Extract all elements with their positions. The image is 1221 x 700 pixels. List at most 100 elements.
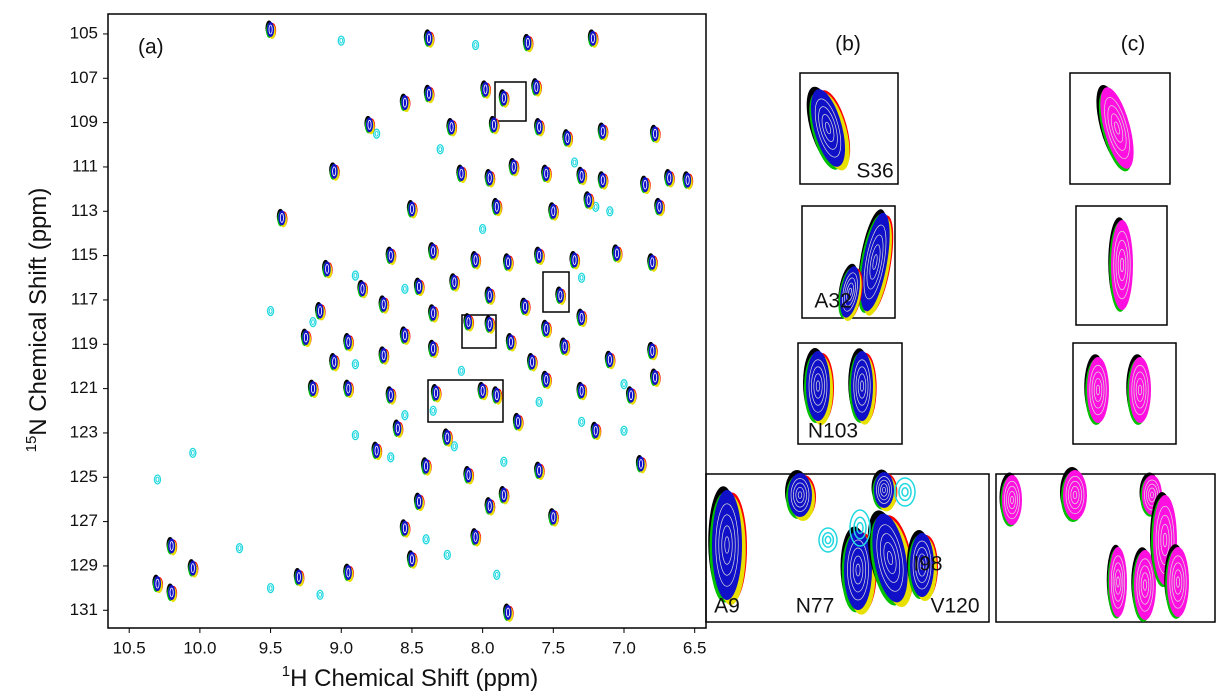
peak <box>534 461 545 481</box>
contour <box>849 509 871 547</box>
minor-peak <box>535 396 543 408</box>
contour <box>402 330 407 341</box>
peak <box>329 353 340 372</box>
contour <box>1117 248 1127 282</box>
contour <box>806 351 830 421</box>
contour <box>667 173 672 183</box>
contour <box>650 257 655 268</box>
contour <box>337 35 345 46</box>
contour <box>1114 121 1120 135</box>
contour <box>1091 371 1105 409</box>
contour <box>866 234 884 290</box>
contour <box>325 264 330 274</box>
contour <box>599 123 607 139</box>
contour <box>332 357 337 367</box>
contour <box>480 385 485 396</box>
contour <box>330 354 338 370</box>
contour <box>426 88 431 99</box>
contour <box>882 486 886 494</box>
contour <box>542 321 550 337</box>
peak <box>166 583 178 603</box>
contour <box>1142 579 1147 591</box>
contour <box>450 441 459 452</box>
peak <box>491 197 503 217</box>
peak <box>314 302 326 321</box>
contour <box>876 476 892 504</box>
panel-label: (c) <box>1121 33 1146 56</box>
peak <box>385 246 397 266</box>
peak <box>576 308 588 328</box>
contour <box>408 551 416 567</box>
contour <box>457 365 466 377</box>
contour <box>712 490 742 600</box>
peak <box>587 29 599 48</box>
contour <box>506 257 511 268</box>
contour <box>842 272 858 312</box>
contour <box>917 553 927 577</box>
peak <box>385 386 397 405</box>
contour <box>1150 491 1154 499</box>
contour <box>901 487 909 497</box>
contour <box>847 539 869 601</box>
contour <box>278 210 286 226</box>
peak <box>392 419 404 439</box>
minor-peak <box>577 416 586 428</box>
contour <box>1112 562 1124 602</box>
peak <box>664 169 675 188</box>
contour <box>1134 550 1156 620</box>
inset-peak <box>1060 467 1087 522</box>
peak <box>293 568 305 587</box>
contour <box>1004 480 1020 520</box>
contour <box>494 390 499 401</box>
minor-peak <box>493 569 501 580</box>
contour <box>629 390 634 401</box>
contour <box>452 443 457 450</box>
contour <box>532 79 540 95</box>
peak <box>364 115 376 135</box>
contour <box>295 569 303 585</box>
inset-peak <box>871 469 898 512</box>
peak <box>650 124 661 144</box>
contour <box>346 383 351 394</box>
inset-peak <box>857 209 894 316</box>
contour <box>535 248 543 264</box>
inset-peak <box>803 348 834 425</box>
minor-peak <box>620 425 628 436</box>
contour <box>169 541 174 551</box>
peak <box>555 286 566 306</box>
contour <box>473 42 478 48</box>
peak <box>502 603 514 622</box>
peak <box>423 84 435 104</box>
contour <box>577 310 586 326</box>
contour <box>811 366 825 406</box>
contour <box>1089 364 1107 416</box>
peak <box>470 251 482 270</box>
inset-peak <box>708 486 747 605</box>
contour <box>353 361 358 368</box>
contour <box>429 305 437 321</box>
contour <box>501 490 506 500</box>
minor-peak <box>235 543 244 554</box>
peak <box>682 171 694 190</box>
contour <box>408 201 416 217</box>
peak <box>276 208 288 228</box>
contour <box>600 126 605 137</box>
contour <box>684 172 692 188</box>
zoom-box <box>494 81 527 122</box>
contour <box>724 536 730 554</box>
peak <box>597 171 609 190</box>
inset-peak <box>999 472 1022 527</box>
peak <box>541 164 552 184</box>
minor-peak <box>351 359 360 370</box>
contour <box>818 106 838 150</box>
contour <box>721 525 733 565</box>
inset-minor-peak <box>894 477 916 507</box>
contour <box>821 532 835 548</box>
inset-label: N103 <box>808 420 858 443</box>
contour <box>620 379 628 390</box>
contour <box>535 396 543 408</box>
minor-peak <box>620 379 628 390</box>
contour <box>1010 495 1014 505</box>
inset-peak <box>1131 547 1156 622</box>
contour <box>718 514 736 576</box>
